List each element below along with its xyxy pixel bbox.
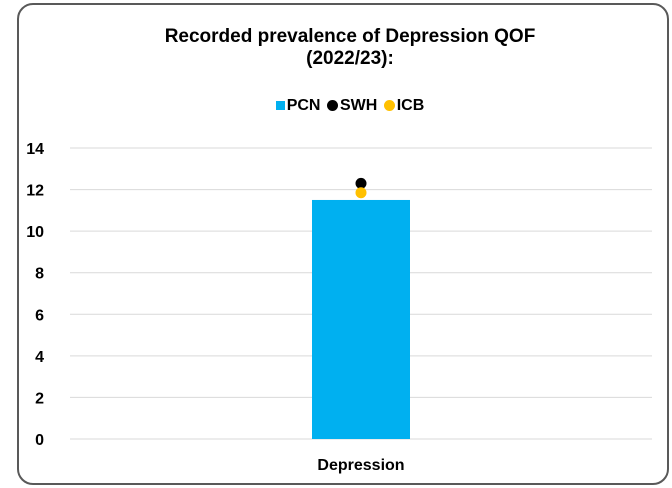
- y-tick-label-2: 2: [35, 390, 44, 407]
- point-swh-depression: [355, 177, 367, 189]
- point-icb-depression: [355, 187, 367, 199]
- x-tick-label-depression: Depression: [317, 457, 404, 474]
- bar-pcn-depression: [312, 199, 410, 439]
- legend-item-icb: ICB: [383, 97, 425, 115]
- y-tick-label-10: 10: [26, 224, 44, 241]
- chart-title: Recorded prevalence of Depression QOF (2…: [0, 26, 672, 70]
- y-tick-label-12: 12: [26, 183, 44, 200]
- legend-item-pcn: PCN: [275, 97, 321, 115]
- y-tick-label-0: 0: [35, 432, 44, 449]
- y-tick-label-8: 8: [35, 266, 44, 283]
- legend-item-swh: SWH: [326, 97, 378, 115]
- chart-title-line-2: (2022/23):: [306, 48, 394, 69]
- legend-swatch-swh: [326, 100, 338, 112]
- y-tick-label-4: 4: [35, 349, 44, 366]
- legend-label-icb: ICB: [396, 97, 425, 114]
- chart-title-line-1: Recorded prevalence of Depression QOF: [164, 26, 536, 47]
- legend-label-swh: SWH: [339, 97, 378, 114]
- legend-label-pcn: PCN: [286, 97, 321, 114]
- legend-swatch-icb: [383, 100, 395, 112]
- chart-legend: PCN SWH ICB: [0, 97, 672, 115]
- legend-swatch-pcn: [275, 101, 285, 111]
- y-tick-label-6: 6: [35, 307, 44, 324]
- y-tick-label-14: 14: [26, 141, 44, 158]
